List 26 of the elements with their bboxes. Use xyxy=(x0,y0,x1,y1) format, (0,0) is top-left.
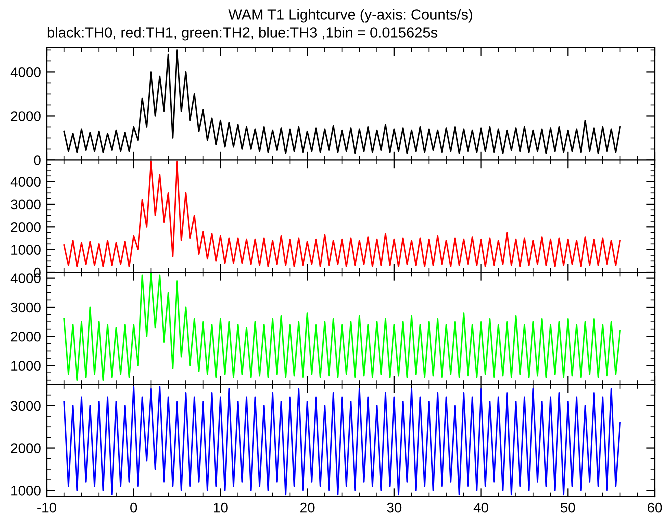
line-series xyxy=(64,272,621,382)
y-tick-label: 3000 xyxy=(11,401,41,412)
chart-subtitle: black:TH0, red:TH1, green:TH2, blue:TH3 ,1bin = 0.015625s xyxy=(48,27,438,41)
line-series xyxy=(64,386,621,496)
y-tick-label: 2000 xyxy=(11,332,41,342)
x-tick-label: 60 xyxy=(648,502,662,513)
chart-title: WAM T1 Lightcurve (y-axis: Counts/s) xyxy=(228,9,472,23)
y-tick-label: 1000 xyxy=(12,245,41,255)
y-tick-label: 4000 xyxy=(10,177,41,187)
y-tick-label: 0 xyxy=(34,156,41,166)
y-tick-label: 3000 xyxy=(11,200,41,210)
x-tick-label: 30 xyxy=(387,502,402,513)
x-tick-label: 20 xyxy=(300,502,315,513)
y-tick-label: 4000 xyxy=(10,68,41,78)
x-tick-label: 40 xyxy=(474,502,488,513)
x-tick-label: 0 xyxy=(130,502,138,513)
x-tick-label: 10 xyxy=(214,502,228,513)
y-tick-label: 2000 xyxy=(11,444,41,454)
x-tick-label: 50 xyxy=(560,502,576,513)
y-tick-label: 1000 xyxy=(12,486,41,496)
y-tick-label: 1000 xyxy=(12,361,41,371)
y-tick-label: 2000 xyxy=(11,112,41,122)
line-series xyxy=(64,160,621,268)
y-tick-label: 3000 xyxy=(11,302,41,313)
x-tick-label: -10 xyxy=(38,502,56,513)
y-tick-label: 2000 xyxy=(11,222,41,232)
